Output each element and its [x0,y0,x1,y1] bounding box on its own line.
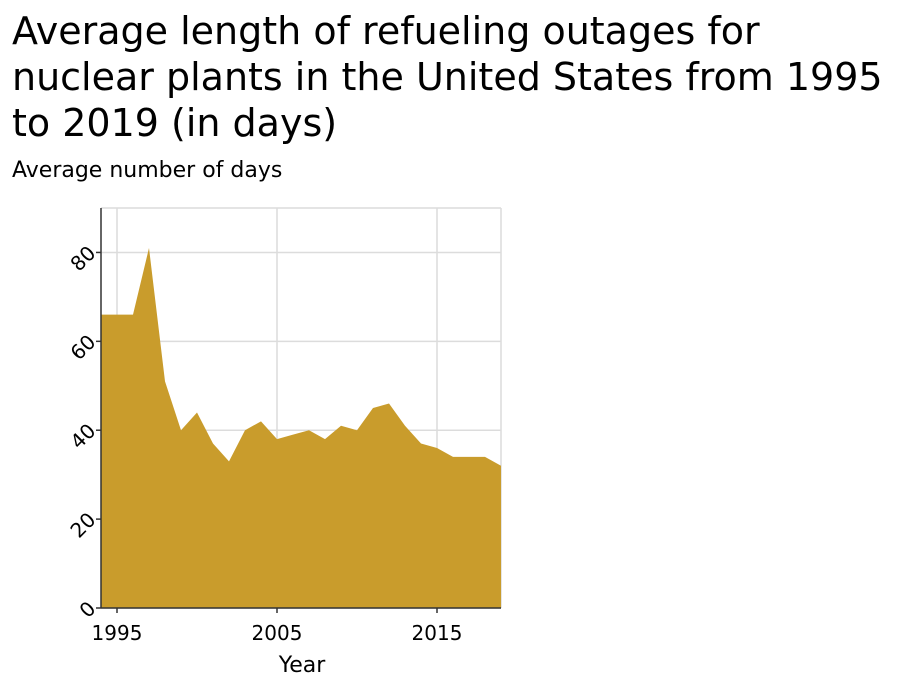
y-tick-label: 20 [65,508,100,543]
y-tick-label: 80 [65,241,100,276]
y-tick-label: 60 [65,330,100,365]
y-tick-label: 40 [65,419,100,454]
y-axis-label: Average number of days [12,158,283,183]
x-axis-label: Year [278,653,327,678]
y-axis-ticks: 0 20 40 60 80 [65,241,101,622]
area-series [101,248,501,608]
axes [100,208,501,609]
x-tick-label: 2005 [252,621,303,645]
chart-title: Average length of refueling outages for … [12,9,883,145]
x-axis-ticks: 1995 2005 2015 [92,608,463,645]
x-tick-label: 2015 [412,621,463,645]
x-tick-label: 1995 [92,621,143,645]
y-tick-label: 0 [74,596,100,622]
